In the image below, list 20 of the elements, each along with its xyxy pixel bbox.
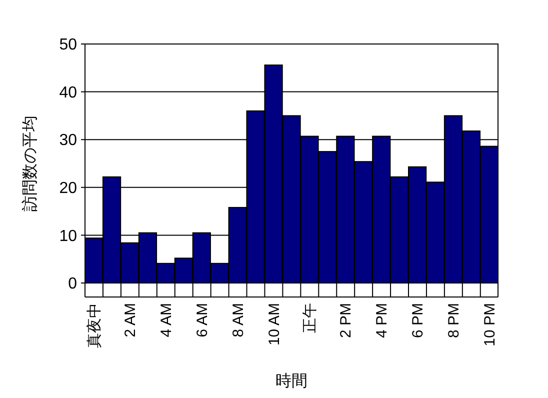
x-tick-label: 8 AM xyxy=(230,303,247,338)
x-tick-label: 10 AM xyxy=(266,303,283,346)
x-tick-label: 6 PM xyxy=(410,303,427,338)
x-tick-label: 4 AM xyxy=(158,303,175,338)
x-tick-label: 真夜中 xyxy=(86,303,104,348)
x-axis-title: 時間 xyxy=(276,372,308,390)
y-tick-label: 50 xyxy=(59,36,78,54)
x-tick-label: 10 PM xyxy=(481,303,498,346)
x-tick-label: 6 AM xyxy=(194,303,211,338)
y-tick-label: 20 xyxy=(59,180,78,197)
y-tick-label: 30 xyxy=(59,132,78,150)
x-tick-label: 2 AM xyxy=(122,303,139,338)
x-tick-label: 4 PM xyxy=(374,303,391,338)
x-tick-label: 正午 xyxy=(302,303,319,333)
y-axis-title: 訪問数の平均 xyxy=(21,116,39,212)
y-tick-label: 0 xyxy=(68,276,78,293)
x-tick-label: 8 PM xyxy=(446,303,462,338)
y-tick-label: 40 xyxy=(59,84,78,102)
y-tick-label: 10 xyxy=(59,228,78,245)
x-tick-label: 2 PM xyxy=(338,303,355,338)
